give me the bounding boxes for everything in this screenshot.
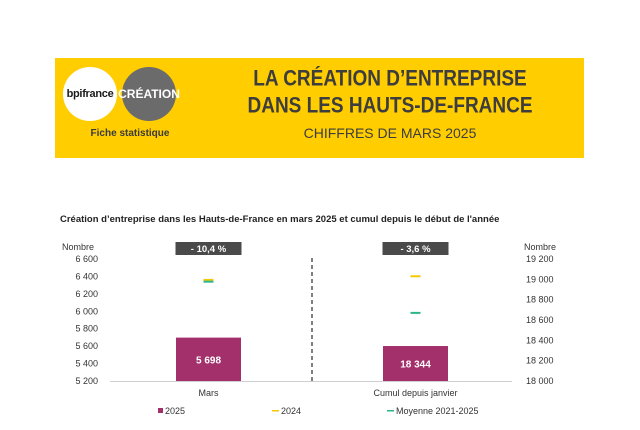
legend-item-label: 2024 [281, 406, 301, 416]
header-banner: bpifrance CRÉATION Fiche statistique LA … [55, 58, 584, 158]
bar-2025 [383, 346, 448, 381]
chart-title: Création d’entreprise dans les Hauts-de-… [60, 214, 500, 225]
fiche-label: Fiche statistique [90, 128, 170, 139]
legend-swatch-average [387, 410, 394, 412]
y-tick-label: 5 400 [75, 359, 98, 369]
y-tick-label: 6 400 [75, 271, 98, 281]
y-tick-label: 19 200 [526, 254, 554, 264]
bar-2025 [176, 337, 241, 381]
marker-average [410, 311, 421, 314]
y-tick-label: 6 000 [75, 306, 98, 316]
bar-value-label: 5 698 [196, 355, 221, 366]
variation-badge-label: - 3,6 % [400, 244, 431, 255]
y-axis-label: Nombre [62, 242, 94, 252]
y-tick-label: 18 400 [526, 335, 554, 345]
y-tick-label: 5 600 [75, 341, 98, 351]
x-category-label: Mars [199, 388, 219, 398]
x-category-label: Cumul depuis janvier [373, 388, 457, 398]
y-tick-label: 18 600 [526, 315, 554, 325]
marker-2024 [410, 275, 421, 278]
legend-item-label: 2025 [165, 406, 185, 416]
y-axis-label: Nombre [524, 242, 556, 252]
marker-2024 [203, 278, 214, 281]
creation-logo: CRÉATION [118, 67, 180, 121]
variation-badge-label: - 10,4 % [191, 244, 227, 255]
page-title-line2: DANS LES HAUTS-DE-FRANCE [247, 94, 533, 119]
bpifrance-logo: bpifrance [63, 67, 117, 121]
page-subtitle: CHIFFRES DE MARS 2025 [303, 125, 477, 141]
y-tick-label: 18 000 [526, 376, 554, 386]
y-tick-label: 6 600 [75, 254, 98, 264]
bar-value-label: 18 344 [400, 360, 431, 371]
page-title-line1: LA CRÉATION D’ENTREPRISE [253, 67, 527, 92]
legend-swatch-2025 [158, 408, 163, 413]
variation-badge [382, 242, 449, 255]
y-tick-label: 6 200 [75, 289, 98, 299]
legend-swatch-2024 [272, 410, 279, 412]
y-tick-label: 5 800 [75, 324, 98, 334]
y-tick-label: 5 200 [75, 376, 98, 386]
y-tick-label: 18 800 [526, 295, 554, 305]
variation-badge [175, 242, 242, 255]
y-tick-label: 19 000 [526, 274, 554, 284]
y-tick-label: 18 200 [526, 356, 554, 366]
marker-average [203, 280, 214, 283]
legend-item-label: Moyenne 2021-2025 [396, 406, 479, 416]
